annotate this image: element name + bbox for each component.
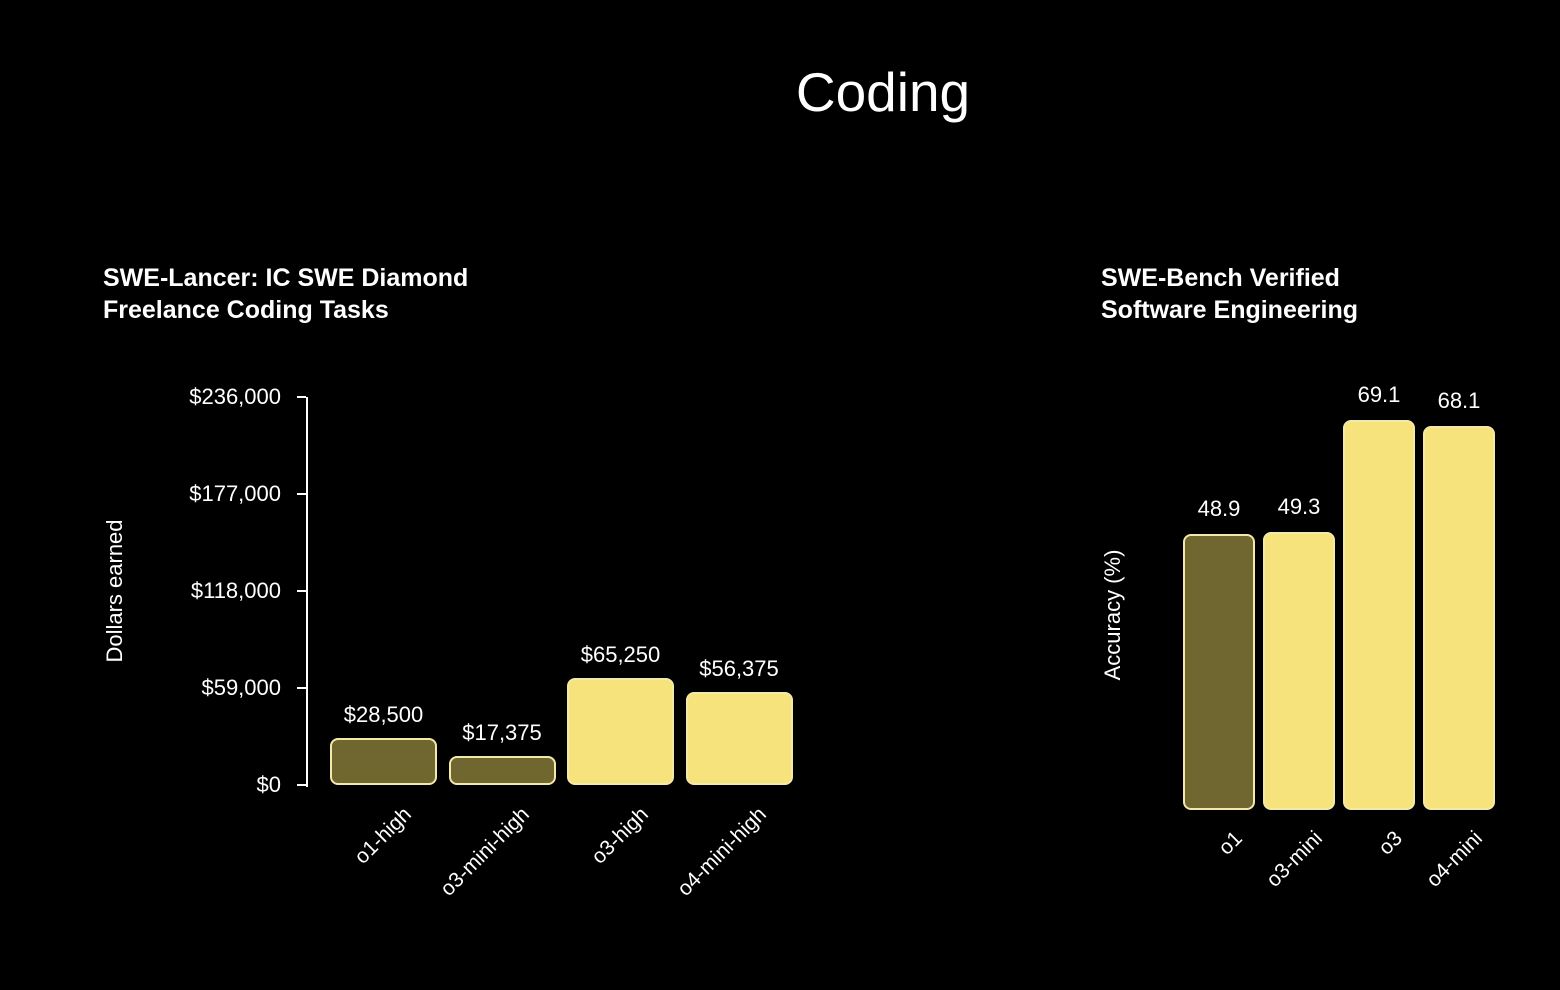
y-axis-line [306, 397, 308, 787]
bar-value-label: $17,375 [462, 720, 542, 746]
bar-value-label: 68.1 [1437, 387, 1481, 413]
y-axis-label: Accuracy (%) [1100, 549, 1125, 681]
bar-o3-mini [1263, 531, 1335, 810]
chart-title-line-2: Software Engineering [1101, 296, 1358, 324]
bar-value-label: 69.1 [1357, 382, 1401, 407]
bar-value-label: 48.9 [1197, 496, 1241, 521]
bar-value-label: 49.3 [1277, 493, 1321, 519]
bar-o3-mini-high [448, 756, 556, 785]
bar-o4-mini [1423, 425, 1495, 810]
y-tick-mark [297, 493, 306, 495]
y-tick-label: $236,000 [189, 384, 281, 409]
y-tick-mark [297, 687, 306, 689]
y-tick-mark [297, 784, 306, 786]
bar-o3 [1343, 420, 1415, 810]
bar-value-label: $65,250 [580, 641, 661, 667]
y-tick-mark [297, 396, 306, 398]
chart-title-line-1: SWE-Lancer: IC SWE Diamond [103, 264, 469, 292]
chart-title: SWE-Bench Verified Software Engineering [1101, 262, 1358, 326]
y-tick-mark [297, 590, 306, 592]
bar-o3-high [567, 677, 674, 785]
chart-title: SWE-Lancer: IC SWE Diamond Freelance Cod… [103, 262, 468, 326]
bar-o1 [1183, 534, 1255, 810]
chart-title-line-2: Freelance Coding Tasks [103, 296, 389, 324]
y-tick-label: $0 [256, 772, 281, 797]
bar-value-label: $56,375 [699, 656, 779, 682]
bar-o1-high [330, 738, 437, 785]
bar-value-label: $28,500 [343, 702, 424, 728]
y-tick-label: $177,000 [189, 481, 281, 506]
bar-o4-mini-high [685, 692, 793, 785]
x-tick-label-o1: o1 [1214, 826, 1247, 860]
y-tick-label: $118,000 [190, 578, 281, 603]
page-title: Coding [795, 61, 971, 123]
chart-title-line-1: SWE-Bench Verified [1101, 264, 1340, 292]
y-tick-label: $59,000 [201, 675, 281, 700]
